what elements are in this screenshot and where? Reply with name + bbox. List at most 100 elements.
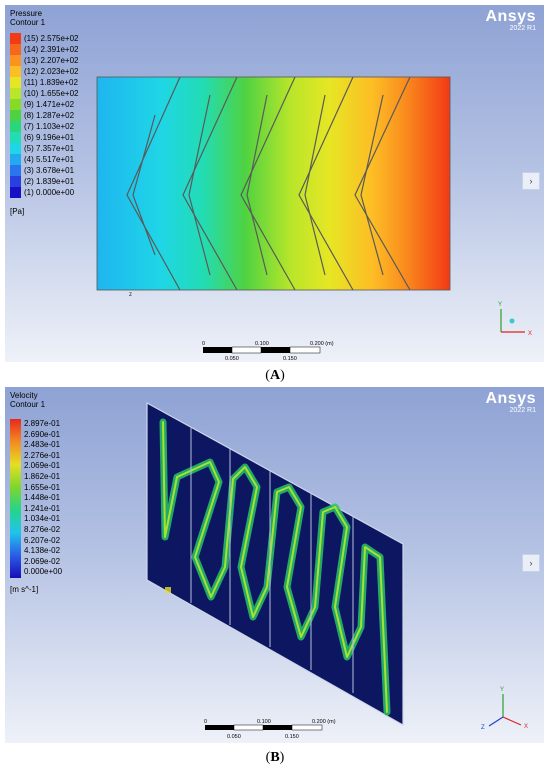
legend-label: 8.276e-02 — [24, 524, 61, 534]
legend-label: (10) 1.655e+02 — [24, 89, 79, 98]
legend-entry: (10) 1.655e+02 — [10, 88, 79, 99]
brand-name: Ansys — [485, 390, 536, 407]
velocity-unit-label: [m s^-1] — [10, 585, 39, 594]
legend-label: (11) 1.839e+02 — [24, 78, 78, 87]
contour-name-label: Contour 1 — [10, 18, 46, 27]
scale-tick-0.050: 0.050 — [225, 356, 239, 362]
pressure-contour-panel: Pressure Contour 1 Ansys 2022 R1 (15) 2.… — [5, 5, 544, 362]
legend-entry: (2) 1.839e+01 — [10, 176, 79, 187]
legend-swatch — [10, 187, 21, 198]
axis-x-label: X — [524, 724, 528, 730]
legend-label: 0.000e+00 — [24, 567, 63, 577]
legend-label: 2.276e-01 — [24, 450, 61, 460]
legend-swatch — [10, 88, 21, 99]
legend-label: 1.448e-01 — [24, 493, 61, 503]
version-label: 2022 R1 — [509, 407, 536, 414]
figure-caption-a: (A) — [265, 368, 285, 383]
legend-label: 2.897e-01 — [24, 419, 61, 428]
velocity-contour-panel: Velocity Contour 1 Ansys 2022 R1 2.897e-… — [5, 387, 544, 743]
brand-name: Ansys — [485, 8, 536, 25]
legend-swatch — [10, 44, 21, 55]
scale-tick-0.100: 0.100 — [257, 719, 271, 725]
flow-high-velocity — [162, 421, 388, 713]
legend-label: (4) 5.517e+01 — [24, 155, 75, 164]
velocity-colorbar — [10, 419, 21, 578]
legend-swatch — [10, 143, 21, 154]
axis-x-label: X — [528, 331, 532, 337]
legend-label: (5) 7.357e+01 — [24, 144, 75, 153]
legend-entry: (6) 9.196e+01 — [10, 132, 79, 143]
legend-label: (6) 9.196e+01 — [24, 133, 75, 142]
legend-swatch — [10, 66, 21, 77]
axis-z-label: Z — [481, 725, 485, 731]
legend-entry: (3) 3.678e+01 — [10, 165, 79, 176]
baffle-walls — [190, 427, 354, 693]
legend-label: (9) 1.471e+02 — [24, 100, 75, 109]
legend-label: (1) 0.000e+00 — [24, 188, 75, 197]
legend-label: 1.862e-01 — [24, 471, 61, 481]
legend-label: 1.241e-01 — [24, 503, 61, 513]
contour-name-label: Contour 1 — [10, 400, 46, 409]
legend-label: 1.034e-01 — [24, 514, 61, 524]
figure-caption-b: (B) — [265, 750, 285, 765]
legend-entry: (1) 0.000e+00 — [10, 187, 79, 198]
pressure-contour-view[interactable]: z 0 0.100 0.200 (m) 0.050 0.150 Y X — [5, 5, 544, 362]
legend-swatch — [10, 165, 21, 176]
legend-swatch — [10, 176, 21, 187]
legend-label: (14) 2.391e+02 — [24, 45, 79, 54]
contour-variable-label: Pressure — [10, 9, 43, 18]
velocity-color-legend: 2.897e-01 2.690e-01 2.483e-01 2.276e-01 2.06… — [10, 419, 62, 578]
contour-variable-label: Velocity — [10, 391, 38, 400]
legend-swatch — [10, 132, 21, 143]
legend-entry: (12) 2.023e+02 — [10, 66, 79, 77]
legend-label: 1.655e-01 — [24, 482, 61, 492]
pressure-contour-title: Pressure Contour 1 — [10, 9, 45, 27]
mesh-artifact-label: z — [129, 292, 132, 298]
legend-swatch — [10, 55, 21, 66]
legend-entry: (7) 1.103e+02 — [10, 121, 79, 132]
legend-swatch — [10, 154, 21, 165]
legend-label: (3) 3.678e+01 — [24, 166, 75, 175]
legend-swatch — [10, 110, 21, 121]
legend-swatch — [10, 121, 21, 132]
legend-entry: (13) 2.207e+02 — [10, 55, 79, 66]
scale-tick-0: 0 — [202, 341, 205, 347]
baffle-walls — [126, 76, 411, 291]
legend-swatch — [10, 99, 21, 110]
scale-tick-0.150: 0.150 — [285, 734, 299, 740]
legend-label: 2.690e-01 — [24, 429, 61, 439]
legend-label: 2.069e-02 — [24, 556, 61, 566]
axis-y-label: Y — [498, 302, 502, 308]
legend-label: 4.138e-02 — [24, 546, 61, 556]
legend-entry: (15) 2.575e+02 — [10, 33, 79, 44]
expand-panel-chevron-icon[interactable]: › — [522, 554, 540, 572]
axis-triad[interactable]: Y X Z — [481, 687, 528, 731]
legend-entry: (8) 1.287e+02 — [10, 110, 79, 121]
expand-panel-chevron-icon[interactable]: › — [522, 172, 540, 190]
scale-bar: 0 0.100 0.200 (m) 0.050 0.150 — [202, 341, 334, 362]
legend-label: (13) 2.207e+02 — [24, 56, 79, 65]
inlet-marker — [165, 587, 171, 593]
pressure-unit-label: [Pa] — [10, 207, 25, 216]
legend-swatch — [10, 33, 21, 44]
legend-label: (15) 2.575e+02 — [24, 34, 79, 43]
axis-triad[interactable]: Y X — [498, 302, 532, 337]
legend-entry: (11) 1.839e+02 — [10, 77, 79, 88]
scale-tick-0.150: 0.150 — [283, 356, 297, 362]
scale-tick-0.200: 0.200 (m) — [312, 719, 336, 725]
legend-entry: (5) 7.357e+01 — [10, 143, 79, 154]
caption-letter: A — [269, 368, 281, 383]
pressure-color-legend: (15) 2.575e+02 (14) 2.391e+02 (13) 2.207e+… — [10, 33, 79, 198]
scale-tick-0.050: 0.050 — [227, 734, 241, 740]
legend-label: 2.069e-01 — [24, 461, 61, 471]
scale-tick-0.100: 0.100 — [255, 341, 269, 347]
legend-swatch — [10, 77, 21, 88]
legend-label: 6.207e-02 — [24, 535, 61, 545]
ansys-logo: Ansys 2022 R1 — [485, 8, 536, 33]
legend-label: (7) 1.103e+02 — [24, 122, 75, 131]
velocity-contour-title: Velocity Contour 1 — [10, 391, 45, 409]
pressure-domain — [96, 76, 451, 291]
velocity-contour-view[interactable]: 0 0.100 0.200 (m) 0.050 0.150 Y X Z — [5, 387, 544, 743]
legend-entry: (9) 1.471e+02 — [10, 99, 79, 110]
axis-y-label: Y — [500, 687, 504, 693]
